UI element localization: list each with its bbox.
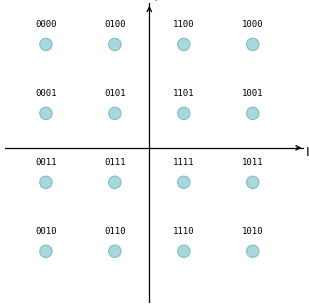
Text: 0010: 0010 [35, 227, 57, 236]
Circle shape [109, 107, 121, 120]
Text: 0111: 0111 [104, 158, 126, 167]
Text: I: I [306, 147, 309, 159]
Text: 1100: 1100 [173, 20, 195, 29]
Text: 0101: 0101 [104, 89, 126, 98]
Circle shape [40, 176, 52, 188]
Circle shape [40, 245, 52, 257]
Text: 1110: 1110 [173, 227, 195, 236]
Circle shape [109, 38, 121, 50]
Circle shape [40, 38, 52, 50]
Text: 0011: 0011 [35, 158, 57, 167]
Text: 0100: 0100 [104, 20, 126, 29]
Circle shape [247, 38, 259, 50]
Text: 1000: 1000 [242, 20, 264, 29]
Text: 0000: 0000 [35, 20, 57, 29]
Text: 1111: 1111 [173, 158, 195, 167]
Circle shape [109, 245, 121, 257]
Text: 1011: 1011 [242, 158, 264, 167]
Circle shape [40, 107, 52, 120]
Text: Q: Q [148, 0, 158, 1]
Circle shape [178, 38, 190, 50]
Circle shape [178, 107, 190, 120]
Text: 1101: 1101 [173, 89, 195, 98]
Circle shape [247, 176, 259, 188]
Text: 1010: 1010 [242, 227, 264, 236]
Circle shape [178, 245, 190, 257]
Text: 1001: 1001 [242, 89, 264, 98]
Circle shape [247, 245, 259, 257]
Circle shape [109, 176, 121, 188]
Text: 0001: 0001 [35, 89, 57, 98]
Circle shape [247, 107, 259, 120]
Circle shape [178, 176, 190, 188]
Text: 0110: 0110 [104, 227, 126, 236]
